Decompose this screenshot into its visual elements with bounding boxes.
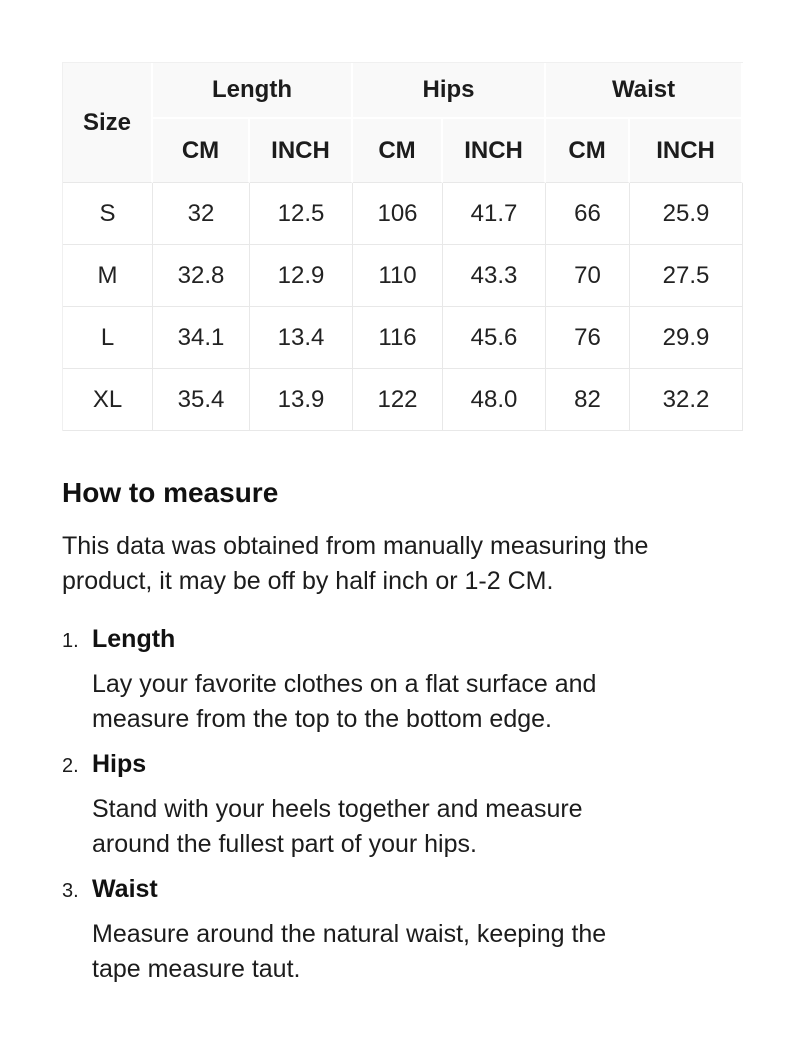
step-title-waist: Waist — [92, 875, 158, 903]
measurement-cell: 116 — [353, 307, 444, 369]
size-cell: S — [63, 183, 153, 245]
measure-step-length: 1. Length Lay your favorite clothes on a… — [62, 622, 742, 747]
measurement-cell: 82 — [546, 369, 631, 431]
measurement-cell: 32.8 — [153, 245, 250, 307]
step-title-hips: Hips — [92, 750, 147, 778]
table-row-m: M 32.8 12.9 110 43.3 70 27.5 — [63, 245, 744, 307]
measurement-cell: 25.9 — [630, 183, 744, 245]
size-chart-table: Size Length Hips Waist CM INCH CM INCH C… — [62, 62, 744, 431]
table-row-s: S 32 12.5 106 41.7 66 25.9 — [63, 183, 744, 245]
measurement-cell: 70 — [546, 245, 631, 307]
step-description-length: Lay your favorite clothes on a flat surf… — [92, 670, 597, 733]
measurement-cell: 29.9 — [630, 307, 744, 369]
size-column-header: Size — [63, 63, 153, 183]
measurement-cell: 12.5 — [250, 183, 354, 245]
measurement-cell: 13.9 — [250, 369, 354, 431]
measurement-cell: 32 — [153, 183, 250, 245]
measurement-cell: 48.0 — [443, 369, 547, 431]
step-description-waist: Measure around the natural waist, keepin… — [92, 920, 607, 983]
measurement-cell: 41.7 — [443, 183, 547, 245]
measure-step-hips: 2. Hips Stand with your heels together a… — [62, 747, 742, 872]
waist-inch-header: INCH — [630, 119, 744, 183]
measurement-cell: 13.4 — [250, 307, 354, 369]
hips-cm-header: CM — [353, 119, 444, 183]
measurement-cell: 110 — [353, 245, 444, 307]
measure-step-waist: 3. Waist Measure around the natural wais… — [62, 872, 742, 997]
measurement-cell: 35.4 — [153, 369, 250, 431]
length-inch-header: INCH — [250, 119, 354, 183]
measurement-cell: 12.9 — [250, 245, 354, 307]
measurement-cell: 34.1 — [153, 307, 250, 369]
how-to-measure-heading: How to measure — [62, 477, 279, 508]
step-content: Length Lay your favorite clothes on a fl… — [92, 622, 742, 747]
step-content: Hips Stand with your heels together and … — [92, 747, 742, 872]
length-group-header: Length — [153, 63, 354, 119]
measure-steps-list: 1. Length Lay your favorite clothes on a… — [62, 622, 742, 997]
measurement-cell: 76 — [546, 307, 631, 369]
step-number: 2. — [62, 755, 79, 777]
size-cell: XL — [63, 369, 153, 431]
step-content: Waist Measure around the natural waist, … — [92, 872, 742, 997]
waist-cm-header: CM — [546, 119, 631, 183]
step-title-length: Length — [92, 625, 176, 653]
measurement-cell: 27.5 — [630, 245, 744, 307]
measurement-cell: 106 — [353, 183, 444, 245]
step-description-hips: Stand with your heels together and measu… — [92, 795, 583, 858]
table-row-l: L 34.1 13.4 116 45.6 76 29.9 — [63, 307, 744, 369]
step-number: 1. — [62, 630, 79, 652]
step-number: 3. — [62, 880, 79, 902]
measurement-cell: 43.3 — [443, 245, 547, 307]
measurement-cell: 32.2 — [630, 369, 744, 431]
size-cell: L — [63, 307, 153, 369]
waist-group-header: Waist — [546, 63, 744, 119]
hips-inch-header: INCH — [443, 119, 547, 183]
measurement-cell: 66 — [546, 183, 631, 245]
measurement-cell: 122 — [353, 369, 444, 431]
size-cell: M — [63, 245, 153, 307]
measure-disclaimer-text: This data was obtained from manually mea… — [62, 532, 649, 595]
length-cm-header: CM — [153, 119, 250, 183]
size-chart-body: S 32 12.5 106 41.7 66 25.9 M 32.8 12.9 1… — [63, 183, 744, 431]
size-chart-header: Size Length Hips Waist CM INCH CM INCH C… — [63, 63, 744, 183]
hips-group-header: Hips — [353, 63, 547, 119]
measurement-cell: 45.6 — [443, 307, 547, 369]
table-row-xl: XL 35.4 13.9 122 48.0 82 32.2 — [63, 369, 744, 431]
